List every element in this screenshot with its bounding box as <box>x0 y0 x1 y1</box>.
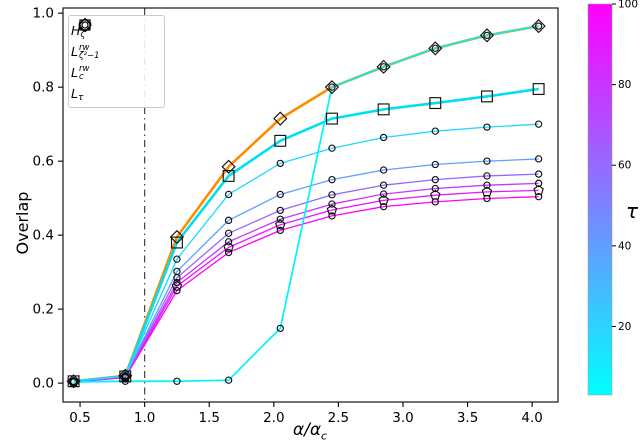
series-markers <box>66 19 546 389</box>
svg-text:1.5: 1.5 <box>198 410 219 426</box>
svg-text:0.0: 0.0 <box>33 376 54 392</box>
square-marker-icon <box>79 19 91 31</box>
svg-text:4.0: 4.0 <box>521 410 542 426</box>
svg-text:20: 20 <box>618 321 631 333</box>
series-line-pentagon <box>73 189 539 383</box>
series-lines <box>73 24 539 383</box>
markers-circle <box>69 193 543 386</box>
svg-text:0.5: 0.5 <box>69 410 90 426</box>
colorbar-ticks: 20 40 60 80 100 <box>612 0 638 333</box>
series-line-square <box>73 87 539 383</box>
series-line-circle <box>73 158 539 383</box>
x-axis-label: α/αc <box>250 420 370 442</box>
markers-diamond <box>66 19 546 389</box>
colorbar <box>587 3 613 396</box>
svg-text:60: 60 <box>618 160 631 172</box>
svg-text:2.0: 2.0 <box>263 410 284 426</box>
markers-pentagon <box>68 184 544 387</box>
series-line-circle <box>73 196 539 383</box>
svg-text:40: 40 <box>618 240 631 252</box>
svg-text:3.0: 3.0 <box>392 410 413 426</box>
x-axis-label-sub: c <box>321 429 328 443</box>
series-line-circle <box>73 123 539 382</box>
y-axis-ticks: 0.0 0.2 0.4 0.6 0.8 1.0 <box>33 6 63 392</box>
svg-text:80: 80 <box>618 79 631 91</box>
svg-text:0.8: 0.8 <box>33 80 54 96</box>
y-axis-label: Overlap <box>13 191 32 255</box>
series-line-circle <box>73 173 539 383</box>
svg-text:2.5: 2.5 <box>328 410 349 426</box>
axes-frame <box>62 7 559 403</box>
x-axis-label-base: α/α <box>292 420 322 440</box>
svg-text:1.0: 1.0 <box>33 6 54 22</box>
svg-text:3.5: 3.5 <box>457 410 478 426</box>
x-axis-ticks: 0.5 1.0 1.5 2.0 2.5 3.0 3.5 4.0 <box>69 402 543 426</box>
series-line-circle <box>73 182 539 383</box>
markers-square <box>67 83 545 388</box>
svg-text:0.2: 0.2 <box>33 302 54 318</box>
circle-marker-icon <box>81 21 89 29</box>
colorbar-label: τ <box>626 199 639 223</box>
diamond-marker-icon <box>78 17 92 33</box>
markers-circle <box>69 22 543 386</box>
svg-text:0.6: 0.6 <box>33 154 54 170</box>
svg-text:100: 100 <box>618 0 638 11</box>
svg-text:1.0: 1.0 <box>134 410 155 426</box>
svg-text:0.4: 0.4 <box>33 228 54 244</box>
series-line-circle <box>73 25 539 383</box>
